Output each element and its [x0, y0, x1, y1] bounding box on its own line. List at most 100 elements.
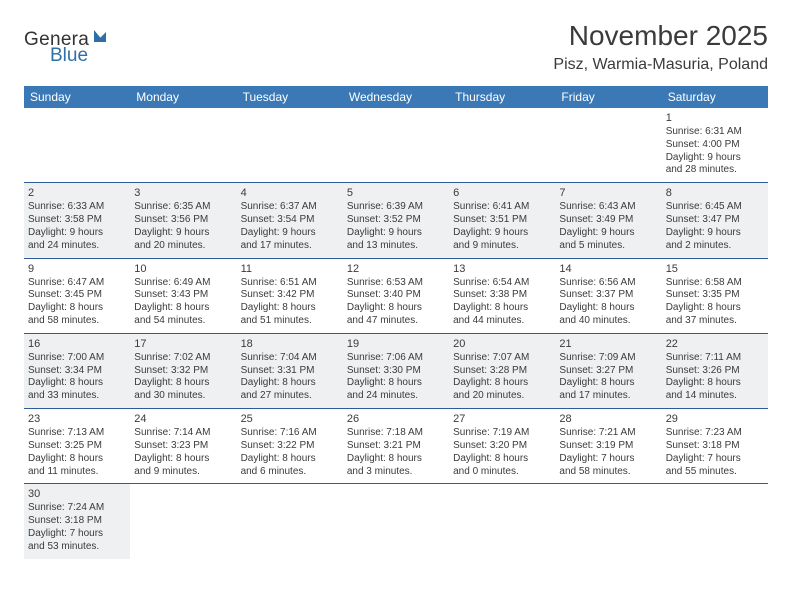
cell-dl2: and 20 minutes.: [134, 240, 232, 253]
day-number: 7: [559, 186, 657, 200]
cell-dl1: Daylight: 9 hours: [666, 227, 764, 240]
cell-dl1: Daylight: 8 hours: [241, 302, 339, 315]
cell-sunrise: Sunrise: 6:49 AM: [134, 277, 232, 290]
cell-dl1: Daylight: 9 hours: [241, 227, 339, 240]
cell-sunset: Sunset: 3:37 PM: [559, 289, 657, 302]
cell-sunrise: Sunrise: 6:39 AM: [347, 201, 445, 214]
day-number: 10: [134, 262, 232, 276]
cell-dl1: Daylight: 8 hours: [28, 453, 126, 466]
cell-sunset: Sunset: 3:27 PM: [559, 365, 657, 378]
cell-dl2: and 24 minutes.: [28, 240, 126, 253]
calendar-cell: 7Sunrise: 6:43 AMSunset: 3:49 PMDaylight…: [555, 183, 661, 258]
day-number: 8: [666, 186, 764, 200]
title-block: November 2025 Pisz, Warmia-Masuria, Pola…: [553, 20, 768, 74]
cell-dl2: and 47 minutes.: [347, 315, 445, 328]
cell-sunset: Sunset: 3:26 PM: [666, 365, 764, 378]
calendar-cell: 12Sunrise: 6:53 AMSunset: 3:40 PMDayligh…: [343, 258, 449, 333]
day-number: 18: [241, 337, 339, 351]
cell-sunrise: Sunrise: 6:31 AM: [666, 126, 764, 139]
cell-sunset: Sunset: 3:54 PM: [241, 214, 339, 227]
day-number: 13: [453, 262, 551, 276]
day-number: 24: [134, 412, 232, 426]
cell-sunrise: Sunrise: 7:19 AM: [453, 427, 551, 440]
calendar-row: 2Sunrise: 6:33 AMSunset: 3:58 PMDaylight…: [24, 183, 768, 258]
calendar-cell: 13Sunrise: 6:54 AMSunset: 3:38 PMDayligh…: [449, 258, 555, 333]
calendar-cell: 19Sunrise: 7:06 AMSunset: 3:30 PMDayligh…: [343, 333, 449, 408]
cell-sunset: Sunset: 3:20 PM: [453, 440, 551, 453]
cell-dl1: Daylight: 9 hours: [559, 227, 657, 240]
day-header: Saturday: [662, 86, 768, 108]
cell-dl2: and 30 minutes.: [134, 390, 232, 403]
cell-sunrise: Sunrise: 7:07 AM: [453, 352, 551, 365]
cell-sunrise: Sunrise: 6:41 AM: [453, 201, 551, 214]
calendar-row: 1Sunrise: 6:31 AMSunset: 4:00 PMDaylight…: [24, 108, 768, 183]
cell-dl1: Daylight: 9 hours: [347, 227, 445, 240]
cell-sunset: Sunset: 3:51 PM: [453, 214, 551, 227]
location-text: Pisz, Warmia-Masuria, Poland: [553, 56, 768, 74]
cell-sunset: Sunset: 3:45 PM: [28, 289, 126, 302]
day-number: 3: [134, 186, 232, 200]
day-number: 14: [559, 262, 657, 276]
calendar-cell: 15Sunrise: 6:58 AMSunset: 3:35 PMDayligh…: [662, 258, 768, 333]
day-number: 29: [666, 412, 764, 426]
cell-sunrise: Sunrise: 6:51 AM: [241, 277, 339, 290]
cell-sunrise: Sunrise: 6:37 AM: [241, 201, 339, 214]
calendar-cell: [130, 108, 236, 183]
cell-sunset: Sunset: 3:56 PM: [134, 214, 232, 227]
calendar-row: 23Sunrise: 7:13 AMSunset: 3:25 PMDayligh…: [24, 409, 768, 484]
calendar-cell: 28Sunrise: 7:21 AMSunset: 3:19 PMDayligh…: [555, 409, 661, 484]
calendar-cell: 27Sunrise: 7:19 AMSunset: 3:20 PMDayligh…: [449, 409, 555, 484]
cell-sunset: Sunset: 3:52 PM: [347, 214, 445, 227]
day-number: 22: [666, 337, 764, 351]
cell-sunset: Sunset: 3:43 PM: [134, 289, 232, 302]
cell-dl1: Daylight: 9 hours: [28, 227, 126, 240]
cell-dl2: and 17 minutes.: [559, 390, 657, 403]
cell-sunset: Sunset: 3:23 PM: [134, 440, 232, 453]
calendar-cell: [662, 484, 768, 559]
cell-sunrise: Sunrise: 6:35 AM: [134, 201, 232, 214]
day-header: Wednesday: [343, 86, 449, 108]
calendar-cell: [449, 484, 555, 559]
calendar-cell: 4Sunrise: 6:37 AMSunset: 3:54 PMDaylight…: [237, 183, 343, 258]
cell-dl2: and 2 minutes.: [666, 240, 764, 253]
cell-dl2: and 6 minutes.: [241, 466, 339, 479]
calendar-cell: 24Sunrise: 7:14 AMSunset: 3:23 PMDayligh…: [130, 409, 236, 484]
day-number: 5: [347, 186, 445, 200]
day-header: Tuesday: [237, 86, 343, 108]
calendar-row: 30Sunrise: 7:24 AMSunset: 3:18 PMDayligh…: [24, 484, 768, 559]
cell-sunrise: Sunrise: 7:13 AM: [28, 427, 126, 440]
calendar-cell: 6Sunrise: 6:41 AMSunset: 3:51 PMDaylight…: [449, 183, 555, 258]
calendar-cell: [24, 108, 130, 183]
day-number: 21: [559, 337, 657, 351]
cell-dl1: Daylight: 7 hours: [666, 453, 764, 466]
day-header: Thursday: [449, 86, 555, 108]
day-number: 19: [347, 337, 445, 351]
cell-dl2: and 28 minutes.: [666, 164, 764, 177]
cell-sunset: Sunset: 3:42 PM: [241, 289, 339, 302]
cell-dl1: Daylight: 8 hours: [134, 302, 232, 315]
day-number: 16: [28, 337, 126, 351]
cell-dl1: Daylight: 8 hours: [666, 302, 764, 315]
cell-dl1: Daylight: 8 hours: [241, 377, 339, 390]
day-number: 1: [666, 111, 764, 125]
cell-sunrise: Sunrise: 6:43 AM: [559, 201, 657, 214]
calendar-cell: 1Sunrise: 6:31 AMSunset: 4:00 PMDaylight…: [662, 108, 768, 183]
calendar-cell: [343, 484, 449, 559]
cell-dl2: and 44 minutes.: [453, 315, 551, 328]
cell-dl1: Daylight: 7 hours: [28, 528, 126, 541]
cell-sunrise: Sunrise: 7:24 AM: [28, 502, 126, 515]
cell-dl2: and 58 minutes.: [559, 466, 657, 479]
cell-sunset: Sunset: 3:25 PM: [28, 440, 126, 453]
cell-sunset: Sunset: 3:31 PM: [241, 365, 339, 378]
calendar-cell: 22Sunrise: 7:11 AMSunset: 3:26 PMDayligh…: [662, 333, 768, 408]
cell-dl2: and 53 minutes.: [28, 541, 126, 554]
cell-sunset: Sunset: 3:28 PM: [453, 365, 551, 378]
cell-sunrise: Sunrise: 6:53 AM: [347, 277, 445, 290]
day-number: 23: [28, 412, 126, 426]
cell-dl2: and 13 minutes.: [347, 240, 445, 253]
day-number: 11: [241, 262, 339, 276]
cell-sunset: Sunset: 3:49 PM: [559, 214, 657, 227]
cell-dl1: Daylight: 8 hours: [559, 377, 657, 390]
calendar-row: 16Sunrise: 7:00 AMSunset: 3:34 PMDayligh…: [24, 333, 768, 408]
day-number: 30: [28, 487, 126, 501]
